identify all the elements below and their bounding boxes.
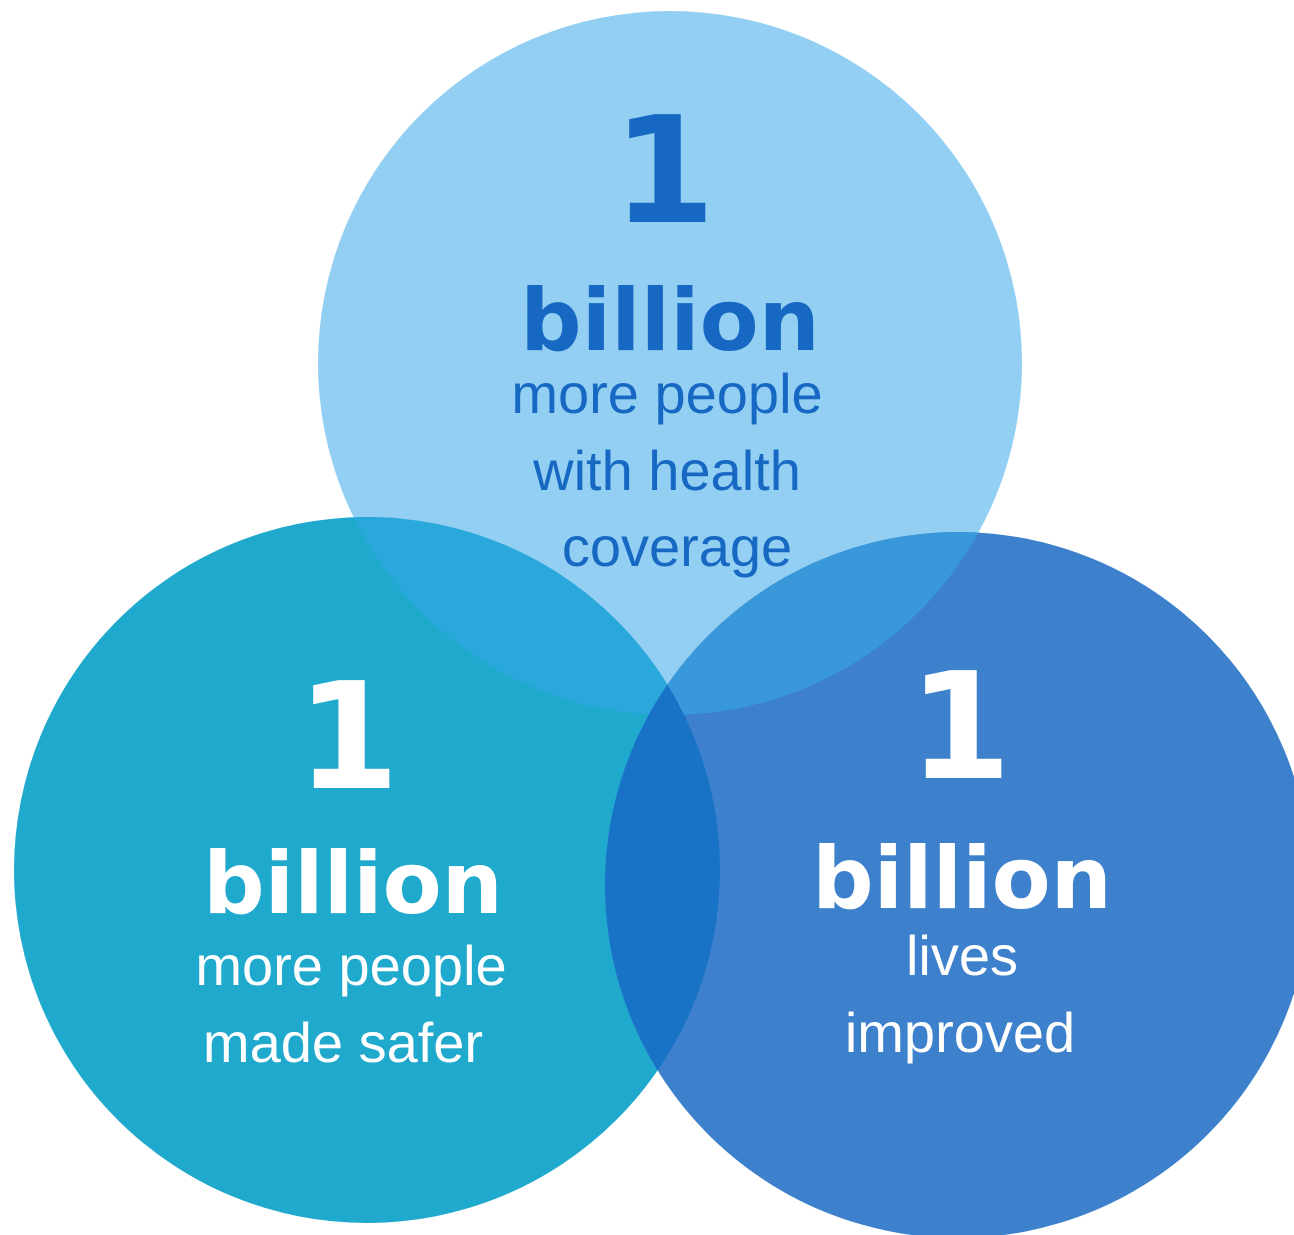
right-unit: billion bbox=[812, 829, 1112, 929]
top-line-3: coverage bbox=[562, 515, 792, 578]
right-number: 1 bbox=[909, 641, 1012, 813]
circle-left bbox=[14, 517, 720, 1223]
left-line-2: made safer bbox=[203, 1011, 483, 1074]
top-number: 1 bbox=[613, 85, 716, 257]
left-unit: billion bbox=[203, 834, 503, 934]
left-circle-text: 1 billion more people made safer bbox=[195, 651, 506, 1074]
top-line-2: with health bbox=[532, 439, 801, 502]
left-line-1: more people bbox=[195, 934, 506, 997]
top-line-1: more people bbox=[511, 362, 822, 425]
right-line-2: improved bbox=[845, 1001, 1075, 1064]
circle-top bbox=[318, 11, 1022, 715]
circle-right bbox=[605, 532, 1294, 1235]
right-line-1: lives bbox=[906, 924, 1018, 987]
right-circle-text: 1 billion lives improved bbox=[812, 641, 1112, 1064]
top-circle-text: 1 billion more people with health covera… bbox=[511, 85, 822, 578]
left-number: 1 bbox=[297, 651, 400, 823]
top-unit: billion bbox=[520, 271, 820, 371]
